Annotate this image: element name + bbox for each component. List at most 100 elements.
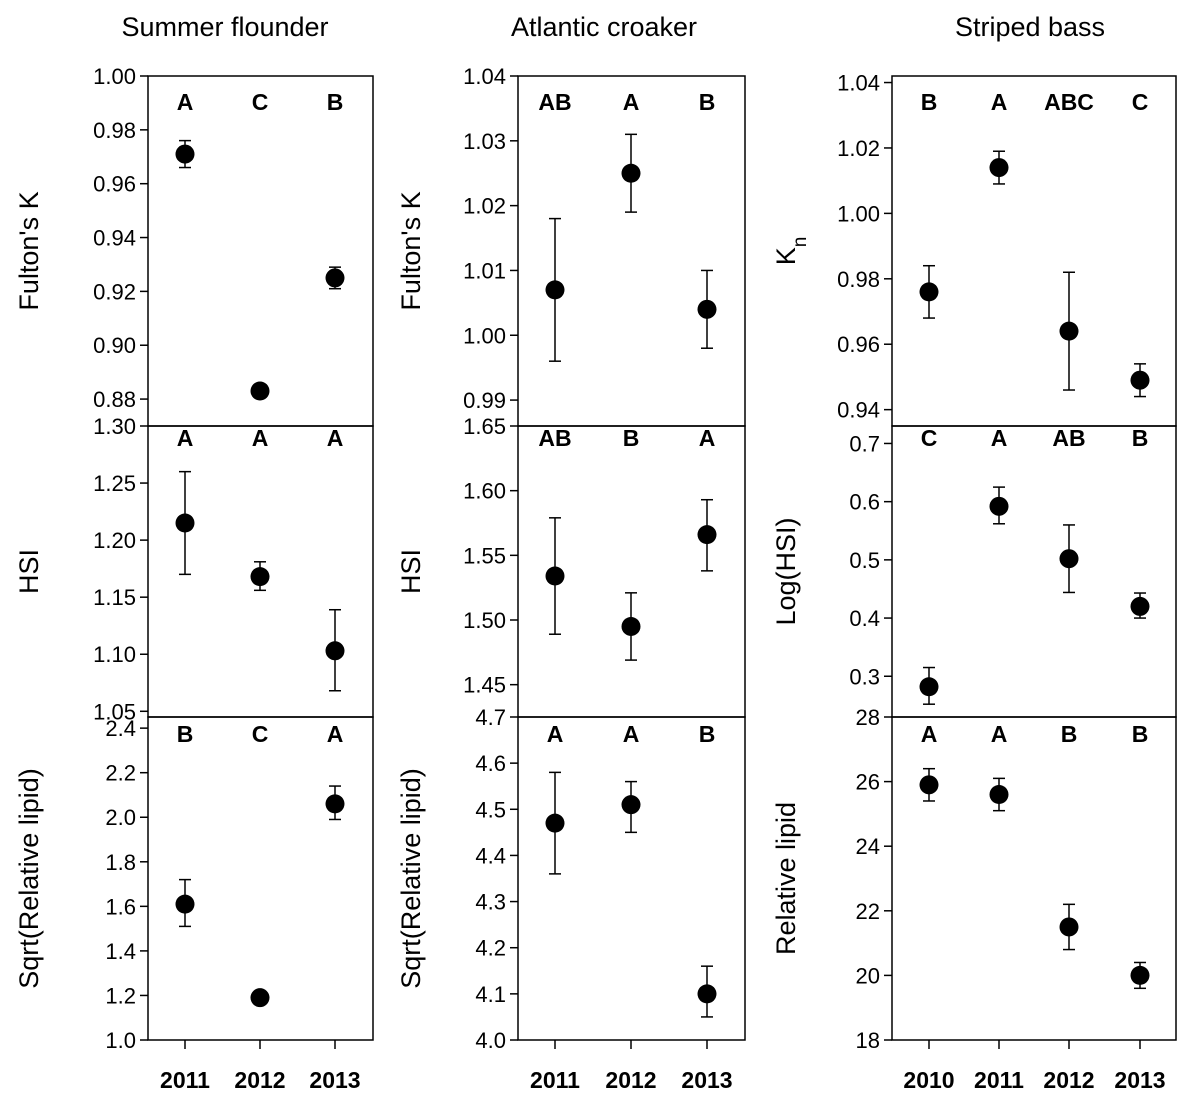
y-tick-label: 1.15 [93,585,136,610]
y-tick-label: 2.0 [105,805,136,830]
y-tick-label: 0.3 [849,664,880,689]
y-tick-label: 0.96 [93,172,136,197]
group-label: A [327,425,344,451]
data-point [325,794,345,814]
data-point [919,677,939,697]
group-label: C [252,89,269,115]
y-tick-label: 1.50 [463,608,506,633]
y-tick-label: 1.02 [463,194,506,219]
x-tick-label: 2012 [1043,1067,1094,1093]
group-label: C [921,425,938,451]
y-tick-label: 0.94 [93,226,136,251]
data-point [697,299,717,319]
y-tick-label: 1.45 [463,673,506,698]
y-tick-label: 1.00 [93,64,136,89]
y-tick-label: 1.55 [463,543,506,568]
y-axis-label: Log(HSI) [771,517,801,625]
y-tick-label: 1.04 [463,64,506,89]
group-label: C [252,721,269,747]
panel: 4.0 4.1 4.2 4.3 4.4 4.5 4.6 4.7 Sqrt(Relative li… [396,705,746,1053]
panel: 0.3 0.4 0.5 0.6 0.7 Log(HSI) C A AB B [771,425,1177,718]
y-tick-label: 20 [856,963,880,988]
y-tick-label: 4.1 [475,982,506,1007]
data-point [1130,596,1150,616]
panel-frame [517,75,746,427]
y-tick-label: 2.2 [105,761,136,786]
group-label: B [177,721,194,747]
y-tick-label: 1.8 [105,850,136,875]
data-point [919,775,939,795]
y-tick-label: 0.5 [849,548,880,573]
y-tick-label: 2.4 [105,716,136,741]
y-tick-label: 0.98 [837,267,880,292]
data-point [989,785,1009,805]
x-tick-label: 2010 [903,1067,954,1093]
y-tick-label: 4.6 [475,751,506,776]
y-tick-label: 0.7 [849,431,880,456]
x-tick-label: 2011 [160,1067,210,1093]
group-label: A [699,425,716,451]
y-tick-label: 4.2 [475,936,506,961]
column-title-striped-bass: Striped bass [955,12,1105,42]
y-tick-label: 4.4 [475,843,506,868]
x-tick-label: 2012 [605,1067,656,1093]
panels: 0.88 0.90 0.92 0.94 0.96 0.98 1.00 Fulton's K A C… [14,64,1177,1053]
y-axis-label: HSI [396,549,426,594]
y-axis-label: Relative lipid [771,802,801,955]
y-tick-label: 0.98 [93,118,136,143]
y-tick-label: 0.99 [463,388,506,413]
x-tick-label: 2011 [530,1067,580,1093]
group-label: A [177,425,194,451]
panel: 0.88 0.90 0.92 0.94 0.96 0.98 1.00 Fulton's K A C… [14,64,374,427]
data-point [250,381,270,401]
data-point [175,513,195,533]
data-point [175,894,195,914]
group-label: A [991,89,1008,115]
data-point [1130,370,1150,390]
y-tick-label: 1.00 [463,323,506,348]
group-label: AB [1052,425,1085,451]
group-label: ABC [1044,89,1094,115]
y-tick-label: 1.00 [837,201,880,226]
y-axis-label: Sqrt(Relative lipid) [396,768,426,989]
y-tick-label: 1.01 [463,258,506,283]
data-point [175,144,195,164]
group-label: A [252,425,269,451]
y-tick-label: 1.2 [105,983,136,1008]
y-tick-label: 4.5 [475,797,506,822]
group-label: B [1061,721,1078,747]
data-point [989,158,1009,178]
group-label: AB [538,89,571,115]
column-title-summer-flounder: Summer flounder [121,12,328,42]
y-tick-label: 1.03 [463,129,506,154]
y-tick-label: 22 [856,899,880,924]
group-label: A [991,425,1008,451]
y-axis-label: Sqrt(Relative lipid) [14,768,44,989]
x-tick-label: 2012 [234,1067,285,1093]
group-label: B [1132,425,1149,451]
panel: 18 20 22 24 26 28 Relative lipid A A B B [771,705,1177,1053]
y-tick-label: 0.92 [93,279,136,304]
panel-frame [891,425,1177,718]
data-point [989,496,1009,516]
data-point [545,566,565,586]
group-label: A [327,721,344,747]
y-tick-label: 0.88 [93,387,136,412]
data-point [250,567,270,587]
panel: 0.94 0.96 0.98 1.00 1.02 1.04 Kn B A ABC C [771,71,1177,427]
data-point [697,525,717,545]
group-label: B [327,89,344,115]
y-tick-label: 1.0 [105,1028,136,1053]
data-point [325,268,345,288]
data-point [1059,321,1079,341]
y-axis-label: Fulton's K [396,191,426,310]
y-tick-label: 1.04 [837,71,880,96]
group-label: B [921,89,938,115]
group-label: A [547,721,564,747]
data-point [919,282,939,302]
y-tick-label: 1.60 [463,479,506,504]
group-label: B [699,89,716,115]
data-point [621,616,641,636]
y-tick-label: 0.90 [93,333,136,358]
group-label: A [623,721,640,747]
